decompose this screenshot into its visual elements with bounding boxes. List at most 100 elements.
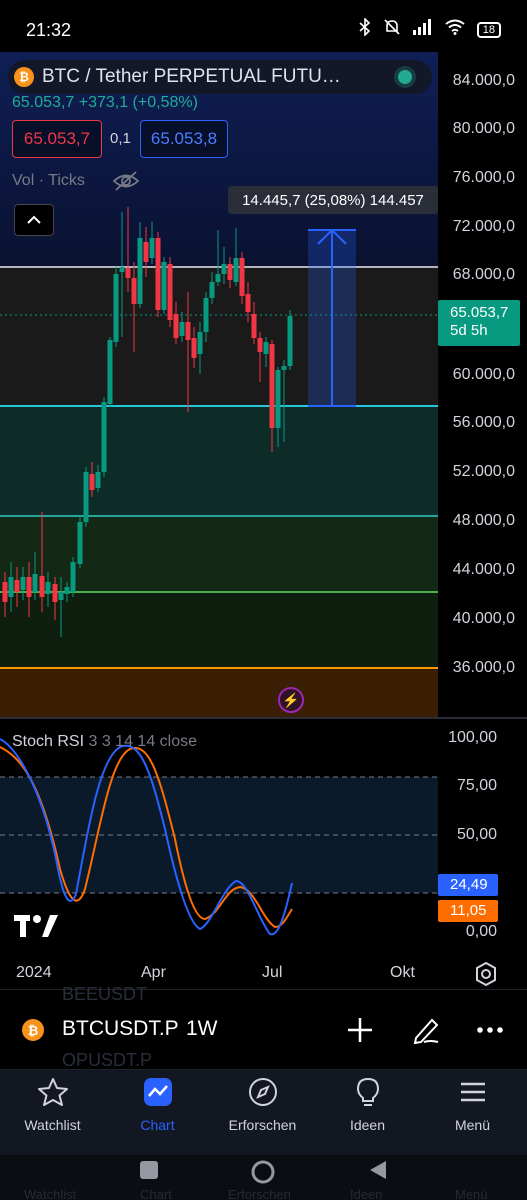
rsi-title[interactable]: Stoch RSI 3 3 14 14 close [12, 733, 197, 751]
volume-indicator-label[interactable]: Vol · Ticks [12, 172, 85, 189]
price-axis-label: 76.000,0 [452, 169, 515, 186]
last-price-value: 65.053,7 [450, 304, 509, 321]
price-axis-label: 48.000,0 [452, 512, 515, 529]
time-axis-label: Apr [141, 964, 166, 981]
price-axis-label: 52.000,0 [452, 463, 515, 480]
ghost-nav-label: Chart [140, 1187, 172, 1200]
zone-teal [0, 406, 438, 516]
lightning-icon[interactable]: ⚡ [278, 687, 304, 713]
status-icons: 18 [359, 17, 501, 41]
collapse-legend-button[interactable] [14, 204, 54, 236]
candle-body [137, 238, 143, 304]
candle-body [287, 316, 293, 366]
candle-body [83, 472, 89, 522]
time-axis[interactable]: 2024 Apr Jul Okt [0, 959, 527, 989]
price-axis-label: 36.000,0 [452, 659, 515, 676]
bar-countdown: 5d 5h [450, 322, 488, 339]
recents-square-icon[interactable] [138, 1159, 160, 1186]
system-navigation-bar: Watchlist Chart Erforschen Ideen Menü [0, 1155, 527, 1200]
nav-explore[interactable]: Erforschen [210, 1070, 315, 1156]
candle-body [101, 402, 107, 472]
bitcoin-logo-icon: ₿ [14, 67, 34, 87]
pane-divider[interactable] [0, 717, 527, 719]
last-price-tag: 65.053,7 5d 5h [438, 300, 520, 346]
price-change-line: 65.053,7 +373,1 (+0,58%) [12, 94, 198, 111]
candle-body [167, 264, 173, 320]
chart-canvas[interactable] [0, 52, 527, 718]
candle-body [32, 574, 38, 592]
ghost-symbol-below: OPUSDT.P [62, 1050, 153, 1070]
drawing-pen-icon[interactable] [410, 1014, 442, 1046]
stoch-rsi-pane[interactable]: Stoch RSI 3 3 14 14 close 100,00 75,00 5… [0, 719, 527, 959]
candle-body [143, 242, 149, 262]
interval-button[interactable]: 1W [186, 1017, 218, 1040]
nav-ideas[interactable]: Ideen [315, 1070, 420, 1156]
bitcoin-logo-icon: ₿ [22, 1019, 44, 1041]
candle-body [239, 258, 245, 296]
candlestick-series [2, 207, 293, 637]
bell-muted-icon [383, 18, 401, 41]
eye-hidden-icon[interactable] [112, 170, 140, 192]
ghost-nav-label: Erforschen [228, 1187, 291, 1200]
back-triangle-icon[interactable] [367, 1159, 389, 1186]
status-time: 21:32 [26, 20, 72, 40]
candle-body [14, 580, 20, 592]
candle-body [8, 577, 14, 597]
zone-grey [0, 267, 438, 406]
candle-body [245, 294, 251, 312]
candle-body [125, 268, 131, 278]
market-open-indicator [398, 70, 412, 84]
add-plus-icon[interactable] [344, 1014, 376, 1046]
rsi-axis-label: 50,00 [456, 826, 497, 843]
home-circle-icon[interactable] [250, 1159, 276, 1190]
candle-body [197, 332, 203, 354]
candle-body [155, 238, 161, 310]
candle-body [131, 278, 137, 304]
symbol-toolbar: BEEUSDT ₿ BTCUSDT.P 1W OPUSDT.P [0, 984, 527, 1070]
price-axis-label: 44.000,0 [452, 561, 515, 578]
candle-body [203, 298, 209, 332]
candle-body [2, 582, 8, 602]
candle-body [70, 562, 76, 592]
measure-tooltip: 14.445,7 (25,08%) 144.457 [228, 186, 438, 214]
candle-body [209, 282, 215, 298]
zone-darkgreen [0, 592, 438, 668]
ghost-symbol-above: BEEUSDT [62, 984, 148, 1004]
candle-body [269, 344, 275, 428]
candle-body [107, 340, 113, 404]
candle-body [179, 322, 185, 336]
candle-body [113, 274, 119, 342]
price-axis-label: 80.000,0 [452, 120, 515, 137]
sell-button[interactable]: 65.053,7 [12, 120, 102, 158]
menu-icon [457, 1076, 489, 1108]
candle-body [95, 472, 101, 488]
rsi-axis-label: 0,00 [465, 923, 497, 940]
compass-icon [247, 1076, 279, 1108]
buy-button[interactable]: 65.053,8 [140, 120, 228, 158]
lightbulb-icon [352, 1076, 384, 1108]
nav-watchlist[interactable]: Watchlist [0, 1070, 105, 1156]
candle-body [263, 342, 269, 354]
nav-chart[interactable]: Chart [105, 1070, 210, 1156]
more-options-icon[interactable] [474, 1014, 506, 1046]
stoch-d-line [0, 746, 293, 929]
ghost-nav-label: Menü [455, 1187, 488, 1200]
symbol-ticker-button[interactable]: BTCUSDT.P [62, 1017, 179, 1040]
symbol-header[interactable]: ₿ BTC / Tether PERPETUAL FUTU… [8, 60, 432, 94]
nav-menu[interactable]: Menü [420, 1070, 525, 1156]
candle-body [45, 582, 51, 594]
candle-body [275, 370, 281, 428]
candle-body [185, 322, 191, 340]
candle-body [233, 258, 239, 282]
time-axis-label: Okt [390, 964, 415, 981]
main-chart[interactable]: ₿ BTC / Tether PERPETUAL FUTU… 65.053,7 … [0, 52, 527, 718]
candle-body [173, 314, 179, 338]
status-bar: 21:32 18 [0, 0, 527, 52]
symbol-title[interactable]: BTC / Tether PERPETUAL FUTU… [42, 66, 341, 87]
candle-body [119, 267, 125, 272]
battery-indicator: 18 [476, 21, 501, 38]
rsi-axis-label: 100,00 [448, 729, 497, 746]
settings-gear-icon[interactable] [473, 961, 499, 987]
spread-value: 0,1 [110, 130, 131, 147]
signal-icon [412, 19, 433, 40]
